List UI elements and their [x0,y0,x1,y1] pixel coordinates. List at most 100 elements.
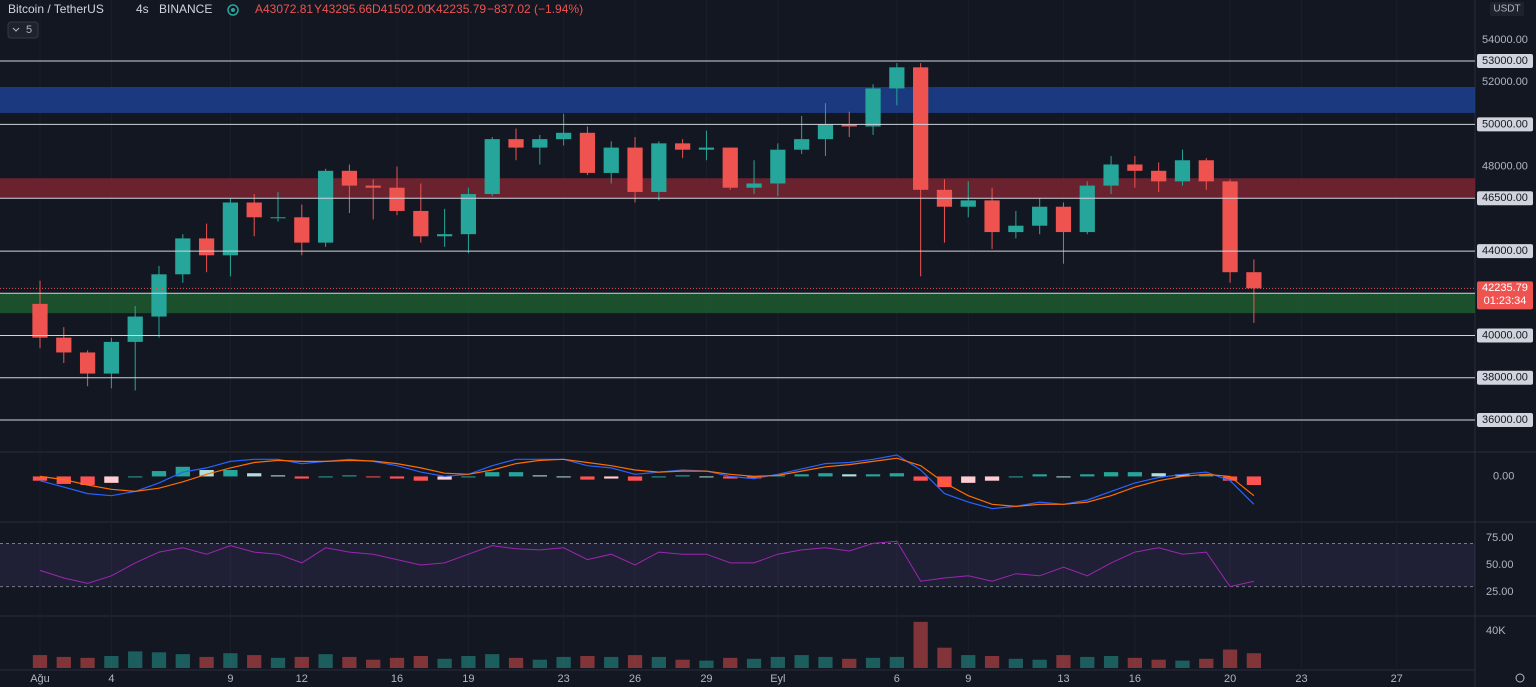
candle-body [127,316,143,342]
volume-bar [842,658,857,668]
candle-body [1222,181,1238,273]
volume-bar [532,659,547,668]
volume-bar [366,659,381,668]
macd-histogram-bar [437,476,452,480]
macd-histogram-bar [270,475,286,477]
candle-body [1127,164,1143,171]
macd-histogram-bar [80,476,95,485]
macd-histogram-bar [247,473,262,477]
volume-bar [556,656,571,668]
candle-body [246,202,262,218]
candle-body [1198,160,1214,182]
macd-histogram-bar [818,473,833,477]
volume-bar [1246,653,1262,668]
x-tick-label: 16 [1129,673,1141,685]
candle-body [1032,206,1048,226]
ohlc-close: K42235.79 [428,2,486,16]
candle-body [437,234,453,237]
candle-body [556,132,572,140]
macd-histogram-bar [294,476,309,479]
candle-body [341,170,358,186]
macd-histogram-bar [1246,476,1262,485]
candle-body [508,139,524,148]
status-dot-core [231,8,235,12]
currency: USDT [1493,4,1520,15]
candle-body [817,124,834,140]
macd-histogram-bar [104,476,119,483]
volume-bar [794,655,809,668]
macd-line [39,454,1255,510]
volume-bar [128,651,143,668]
volume-bar [223,653,238,668]
candle-body [532,139,548,148]
candle-body [1103,164,1119,186]
x-tick-label: 16 [391,673,403,685]
settings-icon[interactable] [1515,673,1525,683]
candle-body [1174,160,1191,182]
macd-histogram-bar [1032,474,1047,477]
volume-bar [1222,649,1238,668]
x-tick-label: 26 [629,673,641,685]
macd-histogram-bar [699,476,714,478]
volume-bar [413,656,428,668]
candle-body [794,139,810,150]
volume-bar [865,657,881,668]
x-tick-label: 9 [965,673,971,685]
candle-body [841,124,857,127]
candle-body [960,200,976,207]
candle-body [1079,185,1095,233]
candle-body [746,183,762,188]
macd-histogram-bar [1222,476,1238,481]
macd-histogram-bar [1199,474,1214,477]
candle-body [413,210,429,237]
macd-histogram-bar [794,474,809,477]
volume-bar [675,659,690,668]
level-label-box [1477,191,1533,206]
volume-bar [508,657,524,668]
x-tick-label: Eyl [770,673,785,685]
indicator-toggle[interactable] [7,21,39,39]
candle-body [270,217,286,219]
macd-histogram-bar [627,476,643,481]
symbol: Bitcoin / TetherUS [8,2,104,16]
volume-bar [199,656,214,668]
macd-histogram-bar [199,470,214,477]
macd-histogram-bar [1175,474,1190,477]
currency-box[interactable] [1490,2,1524,16]
level-label-box [1477,53,1533,68]
macd-histogram-bar [842,474,857,477]
macd-histogram-bar [675,475,690,477]
rsi-line [39,540,1255,588]
volume-bar [270,657,286,668]
interval: 4s [136,2,149,16]
candle-body [579,132,596,173]
bar-timer: 01:23:34 [1484,295,1527,307]
level-label-box [1477,370,1533,385]
macd-histogram-bar [413,476,428,481]
candle-body [1055,206,1072,233]
candle-body [484,139,500,195]
candle-body [317,170,334,243]
last-price-box [1477,281,1533,310]
volume-bar [151,652,167,668]
candle-body [984,200,1000,233]
volume-bar [1175,660,1190,668]
level-label-box [1477,413,1533,428]
macd-histogram-bar [937,476,952,488]
volume-bar [1056,655,1071,668]
volume-bar [32,655,48,668]
ohlc-change: −837.02 (−1.94%) [487,2,583,16]
volume-bar [389,657,405,668]
macd-histogram-bar [913,476,928,481]
rsi-tick-label: 75.00 [1486,532,1514,544]
x-tick-label: 20 [1224,673,1236,685]
candle-body [151,274,167,317]
candle-body [460,194,477,235]
macd-histogram-bar [1151,473,1166,477]
level-label: 38000.00 [1482,372,1528,384]
volume-bar [746,658,762,668]
macd-histogram-bar [1127,472,1143,477]
volume-bar [627,655,643,668]
